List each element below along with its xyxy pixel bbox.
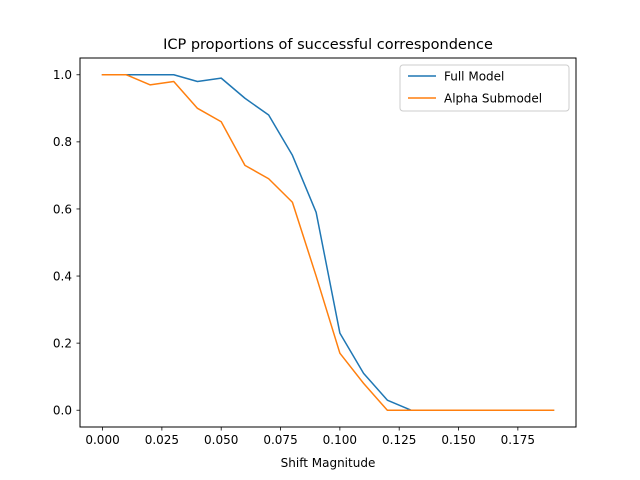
plot-area — [101, 74, 555, 411]
series-line-2 — [101, 74, 555, 411]
axes-frame — [79, 57, 577, 428]
y-tick-label: 0.2 — [53, 336, 72, 350]
y-tick-label: 1.0 — [53, 68, 72, 82]
y-tick-label: 0.8 — [53, 135, 72, 149]
x-tick-label: 0.075 — [263, 433, 297, 447]
x-tick-label: 0.050 — [204, 433, 238, 447]
y-axis: 0.0 0.2 0.4 0.6 0.8 1.0 — [53, 68, 80, 418]
x-tick-label: 0.175 — [501, 433, 535, 447]
y-tick-label: 0.6 — [53, 202, 72, 216]
legend-box — [399, 64, 570, 112]
x-tick-label: 0.025 — [145, 433, 179, 447]
legend: Full Model Alpha Submodel — [399, 64, 570, 112]
y-tick-label: 0.0 — [53, 404, 72, 418]
chart-title: ICP proportions of successful correspond… — [163, 37, 493, 53]
legend-label-1: Full Model — [444, 69, 504, 83]
x-axis-label: Shift Magnitude — [281, 456, 376, 470]
y-tick-label: 0.4 — [53, 269, 72, 283]
x-tick-label: 0.100 — [323, 433, 357, 447]
x-tick-label: 0.150 — [441, 433, 475, 447]
x-tick-label: 0.125 — [382, 433, 416, 447]
x-axis: 0.000 0.025 0.050 0.075 0.100 0.125 0.150 0.175 — [85, 427, 535, 447]
legend-label-2: Alpha Submodel — [444, 91, 542, 105]
x-tick-label: 0.000 — [85, 433, 119, 447]
